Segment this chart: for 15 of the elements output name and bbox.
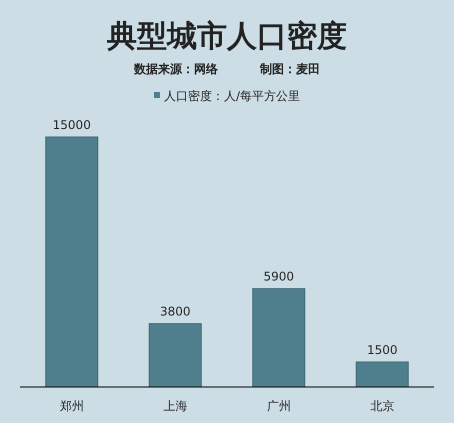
x-tick-label: 郑州 [60, 399, 84, 413]
bar [148, 323, 202, 388]
chart-subtitle: 数据来源：网络 制图：麦田 [133, 62, 320, 76]
bar [252, 288, 306, 388]
bar [45, 136, 98, 388]
data-label: 3800 [160, 304, 191, 319]
data-label: 15000 [52, 118, 91, 132]
legend-label: 人口密度：人/每平方公里 [164, 89, 300, 103]
chart-title: 典型城市人口密度 [106, 19, 347, 54]
x-tick-label: 上海 [163, 399, 188, 413]
x-tick-label: 北京 [370, 399, 394, 413]
data-label: 5900 [263, 270, 294, 284]
bar [356, 362, 409, 388]
x-tick-label: 广州 [266, 399, 291, 413]
data-label: 1500 [366, 343, 398, 357]
